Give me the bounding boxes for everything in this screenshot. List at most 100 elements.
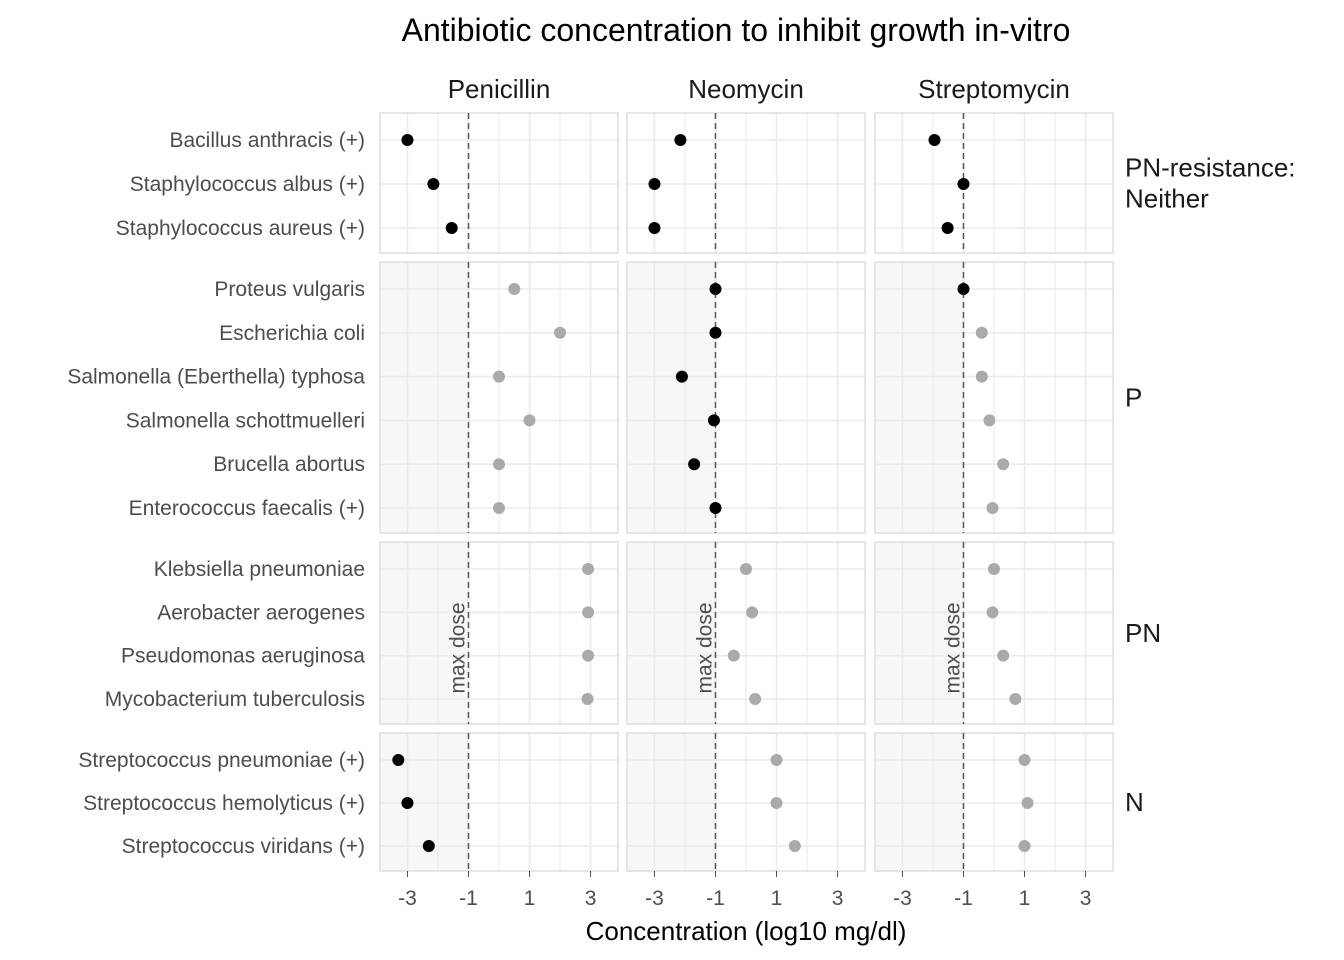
data-point <box>493 458 505 471</box>
data-point <box>941 222 954 234</box>
data-point <box>523 414 536 427</box>
shaded-region <box>380 542 469 724</box>
data-point <box>554 326 567 339</box>
group-label-line: P <box>1125 383 1142 413</box>
panel-border <box>626 112 866 254</box>
data-point <box>1021 797 1034 809</box>
data-point <box>648 178 661 190</box>
shaded-region <box>627 262 716 533</box>
data-point <box>582 563 595 575</box>
y-tick-label: Streptococcus hemolyticus (+) <box>83 792 365 815</box>
panel-border <box>874 541 1114 725</box>
x-tick-label: -3 <box>645 887 664 910</box>
data-point <box>770 797 783 809</box>
y-tick-label: Streptococcus viridans (+) <box>122 835 365 858</box>
data-point <box>975 370 988 383</box>
shaded-region <box>875 542 964 724</box>
y-tick-label: Streptococcus pneumoniae (+) <box>78 749 365 772</box>
data-point <box>422 840 435 852</box>
facet-strip-group: P <box>1125 383 1142 413</box>
group-label-line: PN <box>1125 618 1161 648</box>
shaded-region <box>627 542 716 724</box>
shaded-region <box>627 733 716 871</box>
x-tick-label: -1 <box>954 887 973 910</box>
y-tick-label: Mycobacterium tuberculosis <box>105 688 365 711</box>
group-label-line: N <box>1125 787 1144 817</box>
panel-border <box>379 541 619 725</box>
max-dose-label: max dose <box>941 602 964 693</box>
data-point <box>445 222 458 234</box>
data-point <box>401 134 414 146</box>
data-point <box>749 693 762 705</box>
facet-strip-neomycin: Neomycin <box>688 74 804 104</box>
y-tick-label: Staphylococcus albus (+) <box>130 173 365 196</box>
y-tick-label: Pseudomonas aeruginosa <box>121 645 365 668</box>
data-point <box>746 606 759 619</box>
shaded-region <box>875 262 964 533</box>
panel-border <box>626 261 866 534</box>
group-label-line: Neither <box>1125 184 1209 214</box>
panel-border <box>626 541 866 725</box>
data-point <box>975 326 988 339</box>
x-tick-label: 1 <box>771 887 783 910</box>
facet-panels: Penicillin Neomycin Streptomycin Bacillus a… <box>67 74 1295 910</box>
x-tick-label: 1 <box>524 887 536 910</box>
data-point <box>997 458 1010 471</box>
panel-border <box>874 261 1114 534</box>
data-point <box>582 606 595 619</box>
data-point <box>983 414 996 427</box>
facet-strip-streptomycin: Streptomycin <box>918 74 1070 104</box>
y-tick-label: Aerobacter aerogenes <box>157 601 365 624</box>
facet-strip-group: PN-resistance: Neither <box>1125 153 1296 214</box>
max-dose-label: max dose <box>693 602 716 693</box>
y-tick-label: Proteus vulgaris <box>214 278 365 301</box>
facet-strip-penicillin: Penicillin <box>448 74 551 104</box>
panel-border <box>379 732 619 872</box>
x-axis-label: Concentration (log10 mg/dl) <box>586 916 907 946</box>
data-point <box>707 414 720 427</box>
y-tick-label: Staphylococcus aureus (+) <box>116 217 365 240</box>
y-tick-label: Salmonella schottmuelleri <box>126 409 365 432</box>
x-tick-label: -1 <box>706 887 725 910</box>
panel-border <box>874 732 1114 872</box>
max-dose-label: max dose <box>446 602 469 693</box>
group-label-line: PN-resistance: <box>1125 153 1296 183</box>
facet-strip-group: PN <box>1125 618 1161 648</box>
data-point <box>675 370 688 383</box>
data-point <box>582 649 595 662</box>
data-point <box>427 178 440 190</box>
data-point <box>986 606 999 619</box>
data-point <box>957 283 970 295</box>
x-tick-label: -1 <box>459 887 478 910</box>
panel-border <box>379 112 619 254</box>
y-tick-label: Brucella abortus <box>213 453 365 476</box>
x-tick-label: -3 <box>398 887 417 910</box>
data-point <box>770 754 783 766</box>
data-point <box>788 840 801 852</box>
y-tick-label: Enterococcus faecalis (+) <box>129 497 365 520</box>
data-point <box>997 649 1010 662</box>
shaded-region <box>380 733 469 871</box>
data-point <box>709 502 722 514</box>
facet-strip-group: N <box>1125 787 1144 817</box>
y-tick-label: Klebsiella pneumoniae <box>154 558 365 581</box>
data-point <box>688 458 701 471</box>
data-point <box>986 502 999 514</box>
data-point <box>709 326 722 339</box>
panel-border <box>626 732 866 872</box>
data-point <box>401 797 414 809</box>
data-point <box>493 502 505 514</box>
panel-border <box>874 112 1114 254</box>
y-tick-label: Escherichia coli <box>219 322 365 345</box>
data-point <box>1018 754 1031 766</box>
data-point <box>648 222 661 234</box>
y-tick-label: Bacillus anthracis (+) <box>170 129 366 152</box>
x-tick-label: 3 <box>585 887 597 910</box>
shaded-region <box>380 262 469 533</box>
data-point <box>727 649 740 662</box>
panel-border <box>379 261 619 534</box>
x-tick-label: 1 <box>1019 887 1031 910</box>
x-tick-label: -3 <box>893 887 912 910</box>
chart-title: Antibiotic concentration to inhibit grow… <box>402 12 1071 48</box>
